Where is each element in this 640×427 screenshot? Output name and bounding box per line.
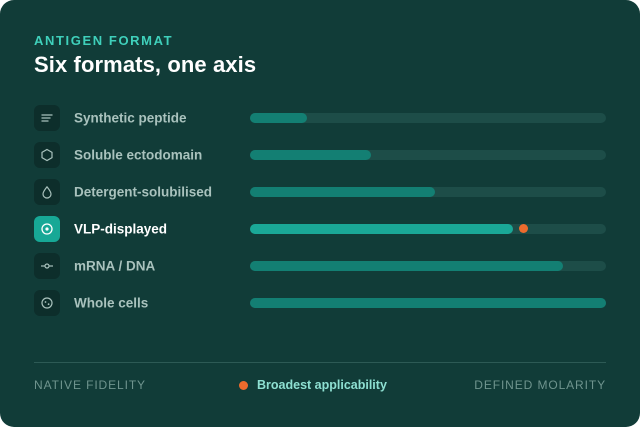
axis-footer: NATIVE FIDELITY Broadest applicability D… bbox=[34, 378, 606, 394]
format-row-soluble-ectodomain[interactable]: Soluble ectodomain bbox=[34, 136, 606, 173]
card-title: Six formats, one axis bbox=[34, 52, 257, 77]
format-bar-fill bbox=[250, 112, 307, 123]
format-label: Soluble ectodomain bbox=[74, 147, 203, 162]
format-bar-track bbox=[250, 112, 606, 123]
format-label: Whole cells bbox=[74, 295, 149, 310]
format-label: mRNA / DNA bbox=[74, 258, 156, 273]
format-row-mrna-dna[interactable]: mRNA / DNA bbox=[34, 247, 606, 284]
format-row-whole-cells[interactable]: Whole cells bbox=[34, 284, 606, 321]
axis-right-label: DEFINED MOLARITY bbox=[474, 378, 606, 392]
lines-icon bbox=[34, 104, 60, 131]
format-bar-track bbox=[250, 260, 606, 271]
format-label: Detergent-solubilised bbox=[74, 184, 213, 199]
format-bar-fill bbox=[250, 297, 606, 308]
legend-marker-dot bbox=[239, 380, 248, 390]
format-row-vlp-displayed[interactable]: VLP-displayed bbox=[34, 210, 606, 247]
format-bar-track bbox=[250, 149, 606, 160]
hexagon-icon bbox=[34, 141, 60, 168]
target-circle-icon bbox=[34, 215, 60, 242]
legend-label: Broadest applicability bbox=[257, 378, 387, 392]
section-eyebrow: ANTIGEN FORMAT bbox=[34, 33, 174, 48]
format-bar-track bbox=[250, 223, 606, 234]
highlight-marker bbox=[518, 224, 528, 233]
legend-broadest-applicability: Broadest applicability bbox=[239, 378, 387, 392]
footer-divider bbox=[34, 362, 606, 363]
axis-left-label: NATIVE FIDELITY bbox=[34, 378, 146, 392]
format-label: Synthetic peptide bbox=[74, 110, 187, 125]
format-bar-track bbox=[250, 297, 606, 308]
format-bar-fill bbox=[250, 149, 372, 160]
format-row-detergent-solubilised[interactable]: Detergent-solubilised bbox=[34, 173, 606, 210]
format-label: VLP-displayed bbox=[74, 221, 168, 236]
node-line-icon bbox=[34, 252, 60, 279]
format-list: Synthetic peptide Soluble ectodomain Det… bbox=[34, 99, 606, 321]
format-row-synthetic-peptide[interactable]: Synthetic peptide bbox=[34, 99, 606, 136]
format-bar-fill bbox=[250, 223, 514, 234]
cell-icon bbox=[34, 289, 60, 316]
format-bar-fill bbox=[250, 260, 564, 271]
format-bar-fill bbox=[250, 186, 436, 197]
droplet-icon bbox=[34, 178, 60, 205]
format-bar-track bbox=[250, 186, 606, 197]
